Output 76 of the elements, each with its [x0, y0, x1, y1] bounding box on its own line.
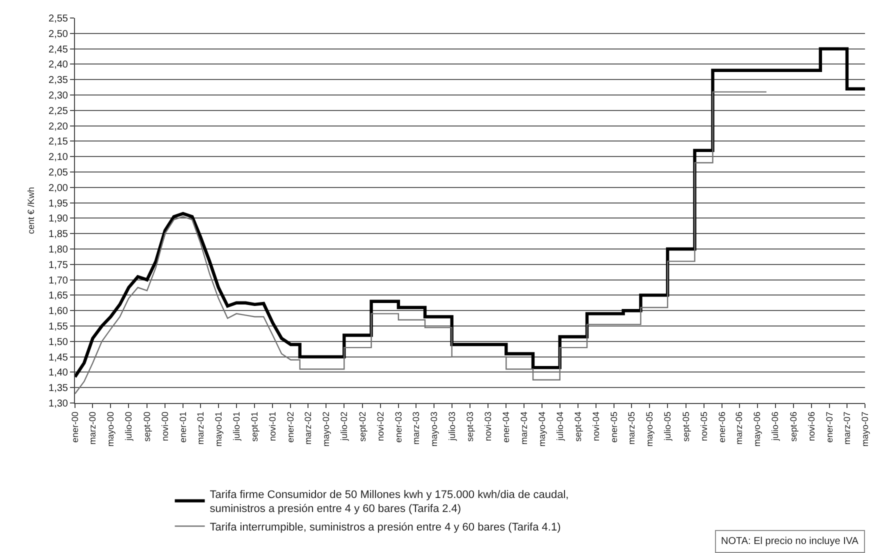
x-tick-label: novi-00	[160, 412, 170, 442]
x-tick-label: ener-04	[501, 412, 512, 443]
y-tick-label: 1,95	[48, 198, 68, 210]
x-tick-label: marz-07	[842, 412, 852, 445]
x-tick-label: mayo-07	[860, 412, 870, 447]
y-tick-label: 2,45	[48, 44, 68, 56]
y-tick-label: 1,40	[48, 368, 68, 379]
x-tick-label: marz-04	[518, 412, 529, 445]
y-tick-label: 1,70	[48, 275, 68, 286]
x-tick-label: ener-02	[286, 412, 296, 443]
y-tick-label: 2,20	[48, 121, 68, 132]
y-axis-title: cent € /Kwh	[26, 186, 36, 234]
y-tick-label: 1,30	[48, 398, 68, 410]
x-tick-label: sept-02	[357, 412, 368, 442]
x-tick-label: mayo-02	[321, 412, 332, 447]
x-tick-label: sept-06	[788, 412, 799, 442]
y-tick-label: 2,15	[48, 136, 68, 148]
x-tick-label: novi-01	[268, 412, 278, 442]
x-tick-label: novi-02	[375, 412, 386, 442]
x-tick-label: novi-05	[698, 412, 709, 442]
x-tick-label: mayo-00	[106, 412, 116, 447]
legend-label: Tarifa firme Consumidor de 50 Millones kwh y 175.000 kwh/dia de caudal, suministros a presión entre 4 y 60 bares (Tarifa 2.4)	[210, 488, 569, 516]
x-tick-label: julio-04	[554, 412, 565, 442]
x-tick-label: mayo-03	[428, 412, 439, 447]
x-tick-label: ener-07	[824, 412, 835, 443]
x-tick-label: ener-03	[393, 412, 404, 443]
y-tick-label: 2,25	[48, 106, 68, 117]
x-tick-label: julio-01	[231, 412, 242, 442]
x-tick-label: marz-01	[195, 412, 206, 445]
x-tick-label: novi-06	[806, 412, 817, 442]
x-tick-label: marz-03	[410, 412, 421, 445]
y-tick-label: 1,85	[48, 229, 68, 240]
y-tick-label: 1,90	[48, 214, 68, 225]
x-tick-label: novi-03	[483, 412, 494, 442]
x-tick-label: julio-00	[124, 412, 134, 442]
x-tick-label: ener-00	[70, 412, 80, 443]
x-tick-label: ener-06	[716, 412, 727, 443]
x-tick-label: julio-05	[662, 412, 672, 442]
y-tick-label: 1,60	[48, 306, 68, 318]
y-tick-label: 2,10	[48, 152, 68, 164]
x-tick-label: julio-03	[446, 412, 457, 442]
line-series	[75, 91, 768, 394]
y-tick-label: 2,05	[48, 168, 68, 178]
y-tick-label: 2,55	[48, 14, 68, 24]
x-tick-label: sept-03	[465, 412, 476, 442]
x-tick-label: ener-05	[609, 412, 620, 443]
text: NOTA: El precio no incluye IVA	[721, 536, 859, 547]
x-tick-label: sept-00	[142, 412, 152, 442]
x-tick-label: marz-00	[88, 412, 98, 445]
x-tick-label: mayo-06	[752, 412, 762, 447]
x-tick-label: mayo-01	[213, 412, 224, 447]
x-tick-label: marz-02	[303, 412, 314, 445]
x-tick-label: mayo-04	[536, 412, 547, 447]
x-tick-label: julio-02	[339, 412, 350, 442]
x-tick-label: sept-01	[250, 412, 260, 442]
y-tick-label: 1,50	[48, 336, 68, 348]
x-tick-label: marz-06	[734, 412, 744, 445]
x-tick-label: julio-06	[770, 412, 780, 442]
y-tick-label: 1,80	[48, 244, 68, 256]
y-tick-label: 1,35	[48, 383, 68, 394]
y-tick-label: 2,35	[48, 75, 68, 86]
x-tick-label: novi-04	[591, 412, 602, 442]
x-tick-label: mayo-05	[644, 412, 654, 447]
y-tick-label: 2,50	[48, 28, 68, 40]
y-tick-label: 1,65	[48, 290, 68, 302]
x-tick-label: marz-05	[626, 412, 636, 445]
x-tick-label: sept-04	[573, 412, 584, 442]
y-tick-label: 1,55	[48, 322, 68, 332]
x-tick-label: ener-01	[178, 412, 188, 443]
y-tick-label: 1,45	[48, 352, 68, 364]
x-tick-label: sept-05	[680, 412, 691, 442]
y-tick-label: 2,00	[48, 182, 68, 194]
y-tick-label: 1,75	[48, 260, 68, 271]
legend-label: Tarifa interrumpible, suministros a presión entre 4 y 60 bares (Tarifa 4.1)	[210, 521, 561, 534]
y-tick-label: 2,30	[48, 90, 68, 102]
y-tick-label: 2,40	[48, 60, 68, 71]
